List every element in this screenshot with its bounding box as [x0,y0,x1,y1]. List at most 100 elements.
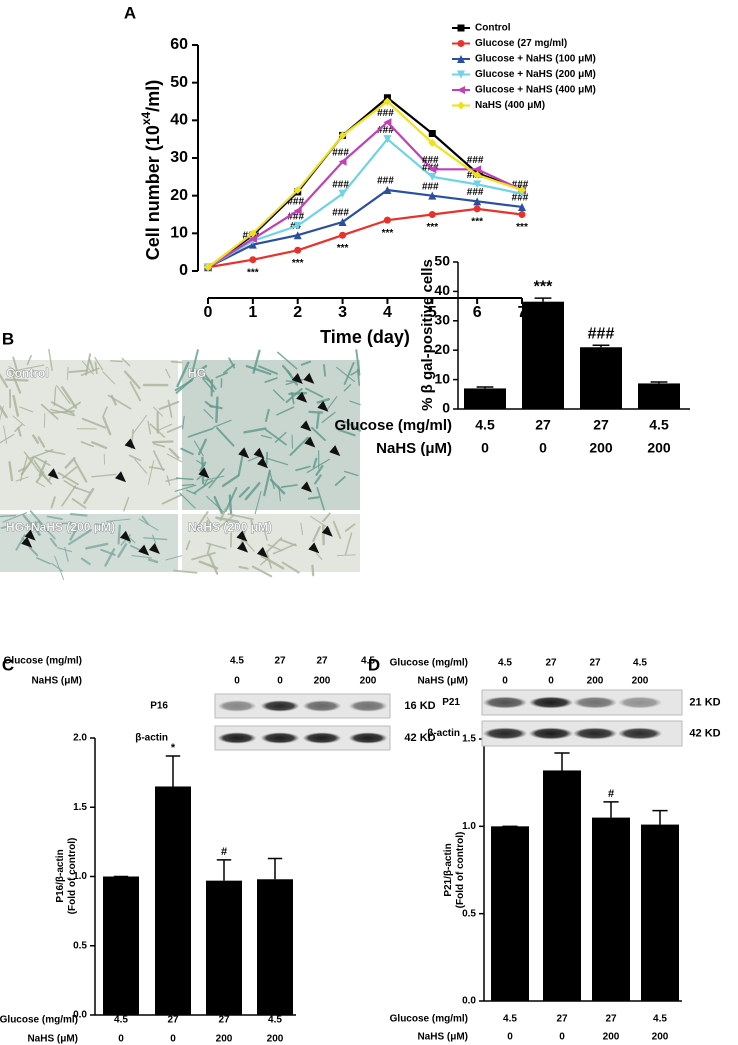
y-tick-label: 1.0 [462,821,476,832]
panel-letter: C [2,655,14,674]
blot-band [617,727,663,740]
cell [187,427,214,438]
cell [61,485,77,507]
point [293,221,302,230]
blot-band [217,700,257,712]
legend-label: Glucose + NaHS (400 μM) [475,85,596,96]
significance-label: *** [516,222,528,233]
legend-label: Control [475,23,511,34]
cell [315,465,324,476]
y-tick-label: 60 [170,36,188,53]
cell [55,522,75,525]
point [248,234,257,243]
cell [194,364,208,375]
point [428,211,436,218]
cell [197,438,208,456]
cell [141,515,150,526]
cell [9,368,22,394]
x-tick-label: 2 [293,304,302,321]
cell [186,489,197,495]
cell [244,482,261,501]
cell [132,414,147,434]
cell [147,558,159,564]
blot-protein: β-actin [135,733,168,744]
cell [123,496,130,512]
significance-label: *** [247,267,259,278]
cell [193,479,214,494]
error-bar [216,859,232,881]
significance-label: ### [467,187,484,198]
bar [206,880,242,1015]
blot-band [348,700,388,712]
point [339,231,347,239]
bar [257,879,293,1015]
cell [3,425,8,444]
blot-size: 16 KD [404,700,435,712]
cell [310,516,330,530]
cell [46,515,63,521]
cell [316,487,325,511]
cell [94,361,98,375]
cell [26,354,32,366]
error-bar [554,752,570,771]
cell [153,450,165,472]
cell [37,520,56,540]
cell [203,409,214,420]
blot-size: 42 KD [404,732,435,744]
y-tick-label: 0.0 [462,996,476,1007]
arrowhead [257,457,269,469]
cell [274,431,287,443]
error-bar [592,344,610,348]
cell [17,466,28,473]
blot-band [348,732,388,744]
cell [68,529,92,546]
cell [170,360,185,364]
x-tick-label: 0 [481,440,489,456]
arrowhead [47,468,59,480]
cell [336,366,355,383]
cell [215,396,219,424]
cell [308,410,324,414]
point [293,206,302,215]
cell [23,451,39,471]
significance-label: ### [332,179,349,190]
cell [260,558,269,566]
point [473,197,482,206]
significance-label: *** [382,228,394,239]
x-tick-label: 200 [589,440,613,456]
y-tick-label: 30 [170,149,188,166]
point [293,186,302,195]
x-tick-label: 27 [593,417,609,433]
cell [85,542,109,550]
blot-band [528,727,574,740]
cell [311,426,326,442]
cell [152,534,157,544]
blot-lane-label: 4.5 [361,656,375,667]
cell [35,471,45,483]
cell [0,514,17,518]
cell [263,469,271,497]
x-tick-label: 4 [383,304,392,321]
arrowhead [291,372,303,384]
y-axis-label-line: % β gal-positive cells [419,259,436,411]
blot-band [302,700,342,712]
cell [110,360,123,363]
x-tick-label: 3 [338,304,347,321]
cell [228,357,236,369]
cell [173,569,198,574]
x-tick-label: 4.5 [649,417,669,433]
x-tick-label: 4.5 [268,1015,282,1026]
point [473,180,482,189]
cell [265,451,269,466]
cell [221,474,240,488]
blot-band [482,727,528,740]
cell [238,565,249,570]
arrowhead [300,481,312,493]
cell [167,399,173,418]
blot-row-name: NaHS (μM) [31,676,82,687]
cell [2,512,28,523]
point [428,130,436,138]
y-tick-label: 20 [170,187,188,204]
y-axis-label-line: (Fold of control) [455,832,466,909]
cell [80,441,94,448]
